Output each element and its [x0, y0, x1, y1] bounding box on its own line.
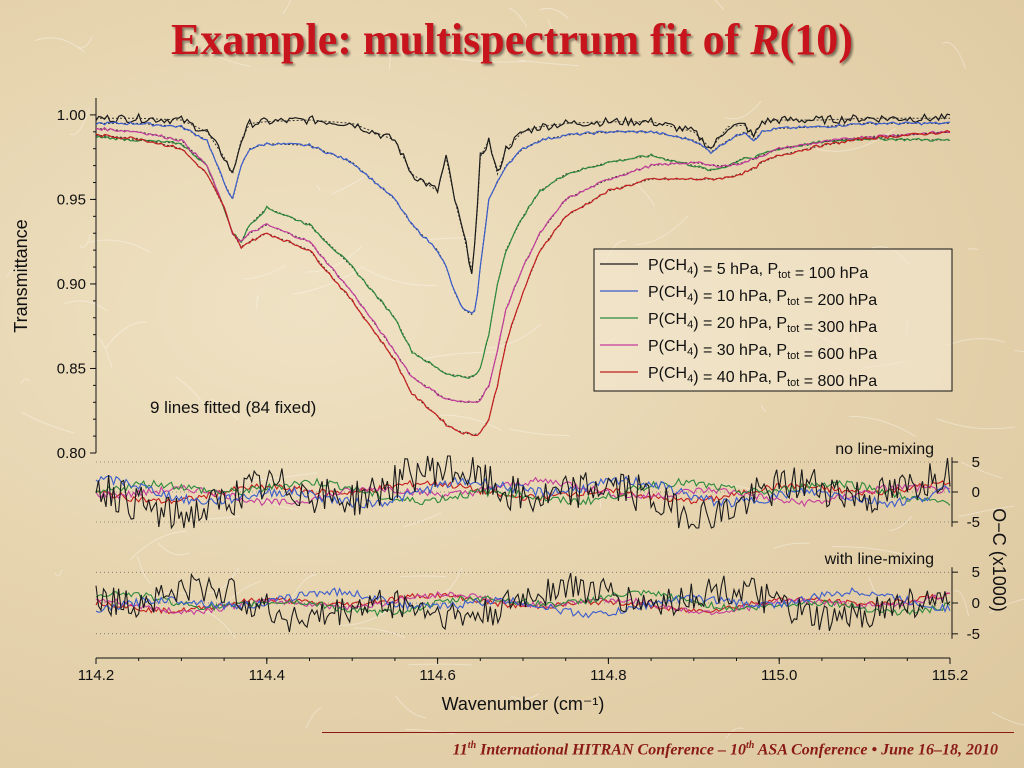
x-axis-label: Wavenumber (cm⁻¹)	[442, 694, 605, 714]
multispectrum-chart: 1.00 0.95 0.90 0.85 0.80 Transmittance 9 lines…	[11, 98, 1009, 714]
y-tick-label: 0.80	[57, 445, 86, 462]
observed-spectrum-4	[95, 126, 951, 404]
residual-series-1	[95, 572, 951, 633]
residual-panel-2: 5 0 -5 with line-mixing	[95, 551, 980, 643]
x-tick-label: 114.2	[78, 667, 114, 684]
legend-box	[593, 248, 953, 392]
y-tick-label: 0.95	[57, 191, 86, 208]
legend-label-2: P(CH4) = 10 hPa, Ptot = 200 hPa	[648, 284, 877, 309]
fit-curve-1	[96, 117, 950, 271]
x-tick-label: 115.2	[932, 667, 968, 684]
legend-label-4: P(CH4) = 30 hPa, Ptot = 600 hPa	[648, 338, 877, 363]
title-variable: R	[750, 15, 780, 64]
observed-spectrum-5	[95, 129, 951, 437]
fit-annotation: 9 lines fitted (84 fixed)	[150, 398, 316, 417]
legend-label-1: P(CH4) = 5 hPa, Ptot = 100 hPa	[648, 257, 868, 282]
residual-y-tick-label: 0	[972, 484, 980, 501]
y-axis-label: Transmittance	[11, 219, 31, 332]
legend-label-5: P(CH4) = 40 hPa, Ptot = 800 hPa	[648, 365, 877, 390]
residual-y-axis-label: O−C (x1000)	[989, 508, 1009, 612]
residual-series-1	[95, 455, 951, 530]
legend-label-3: P(CH4) = 20 hPa, Ptot = 300 hPa	[648, 311, 877, 336]
residual-y-tick-label: 5	[972, 564, 980, 581]
y-tick-label: 1.00	[57, 107, 86, 124]
observed-spectrum-1	[95, 112, 951, 274]
residual-panel-title: with line-mixing	[824, 551, 934, 568]
conference-footer: 11th International HITRAN Conference – 1…	[452, 740, 998, 759]
slide-title: Example: multispectrum fit of R(10)	[0, 14, 1024, 65]
x-tick-label: 114.4	[249, 667, 285, 684]
residual-y-tick-label: 0	[972, 595, 980, 612]
x-tick-label: 114.8	[590, 667, 626, 684]
residual-series-2	[95, 475, 951, 509]
x-tick-label: 114.6	[419, 667, 455, 684]
residual-panel-title: no line-mixing	[835, 441, 934, 458]
title-suffix: (10)	[779, 15, 853, 64]
residual-series-5	[95, 479, 951, 505]
x-tick-label: 115.0	[761, 667, 797, 684]
residual-y-tick-label: -5	[967, 514, 980, 531]
y-tick-label: 0.85	[57, 360, 86, 377]
residual-panel-1: 5 0 -5 no line-mixing	[95, 441, 980, 531]
observed-spectrum-2	[95, 121, 951, 314]
footer-rule	[322, 732, 1014, 733]
residual-y-tick-label: 5	[972, 454, 980, 471]
residual-y-tick-label: -5	[967, 626, 980, 643]
residual-series-3	[95, 589, 951, 618]
y-tick-label: 0.90	[57, 276, 86, 293]
title-prefix: Example: multispectrum fit of	[171, 15, 751, 64]
